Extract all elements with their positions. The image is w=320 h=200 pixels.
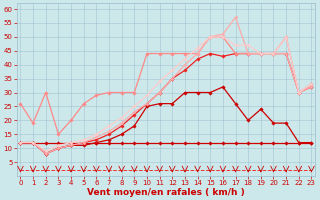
X-axis label: Vent moyen/en rafales ( km/h ): Vent moyen/en rafales ( km/h )	[87, 188, 245, 197]
